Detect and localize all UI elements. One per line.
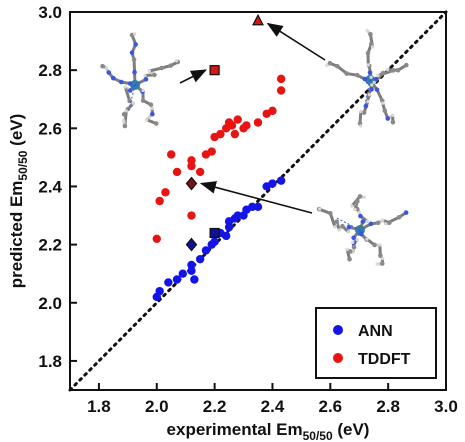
legend-box (315, 307, 437, 379)
point-tddft (172, 167, 182, 177)
point-tddft (155, 196, 164, 206)
legend-marker-tddft (333, 353, 343, 363)
x-axis-ticks: 1.8 2.0 2.2 2.4 2.6 2.8 3.0 (87, 383, 458, 416)
point-ann (221, 231, 231, 241)
point-ann (201, 246, 211, 255)
x-tick-label: 2.8 (376, 397, 400, 416)
diamond-marker (185, 237, 198, 252)
square-marker (209, 227, 220, 239)
y-tick-label: 1.8 (38, 352, 62, 371)
y-tick-label: 3.0 (38, 3, 62, 22)
point-tddft (187, 156, 196, 165)
point-tddft (276, 74, 286, 84)
molecule-insets (100, 28, 409, 266)
y-axis-title-unit: (eV) (7, 114, 26, 151)
inset-arrow (179, 69, 208, 84)
point-tddft (167, 150, 176, 159)
x-axis-title-unit: (eV) (333, 420, 370, 439)
molecule-inset-square (100, 32, 181, 129)
data-points (152, 74, 286, 302)
x-axis-title: experimental Em50/50 (eV) (167, 420, 370, 442)
inset-arrows (179, 22, 326, 214)
y-axis-title: predicted Em50/50 (eV) (7, 114, 30, 289)
point-tddft (227, 121, 237, 130)
legend: ANN TDDFT (315, 307, 437, 379)
point-tddft (161, 188, 170, 197)
x-axis-title-main: experimental Em (167, 420, 303, 439)
diamond-marker (185, 176, 198, 191)
x-tick-label: 2.4 (261, 397, 285, 416)
x-tick-label: 2.6 (318, 397, 342, 416)
point-ann (248, 202, 257, 212)
y-tick-label: 2.6 (38, 119, 62, 138)
molecule-inset-diamond (316, 194, 409, 266)
point-ann (224, 222, 234, 232)
y-tick-label: 2.2 (38, 236, 62, 255)
inset-arrow (199, 181, 313, 214)
y-tick-label: 2.4 (38, 177, 62, 196)
x-axis-title-sub: 50/50 (303, 429, 333, 442)
y-tick-label: 2.8 (38, 61, 62, 80)
point-tddft (268, 106, 277, 116)
point-tddft (195, 167, 205, 177)
x-tick-label: 2.2 (203, 397, 227, 416)
point-tddft (233, 115, 242, 124)
y-axis-title-sub: 50/50 (16, 150, 30, 180)
square-marker (209, 65, 220, 76)
point-tddft (152, 234, 161, 243)
point-tddft (207, 147, 216, 156)
point-tddft (187, 161, 196, 171)
point-ann (187, 266, 196, 275)
molecule-inset-triangle (325, 28, 409, 128)
point-ann (253, 202, 263, 212)
point-tddft (253, 118, 263, 127)
plot-frame (69, 11, 447, 391)
point-tddft (242, 121, 251, 130)
highlighted-markers (185, 13, 264, 252)
y-axis-title-main: predicted Em (7, 181, 26, 289)
point-ann (276, 176, 286, 185)
legend-label-tddft: TDDFT (358, 351, 411, 368)
point-ann (172, 275, 182, 284)
legend-label-ann: ANN (358, 323, 393, 340)
point-tddft (230, 129, 240, 139)
x-tick-label: 1.8 (87, 397, 111, 416)
legend-marker-ann (333, 325, 343, 335)
y-axis-ticks: 1.8 2.0 2.2 2.4 2.6 2.8 3.0 (38, 3, 77, 371)
point-ann (210, 237, 219, 246)
point-tddft (187, 211, 196, 220)
y-tick-label: 2.0 (38, 294, 62, 313)
point-ann (190, 275, 199, 284)
x-tick-label: 2.0 (145, 397, 169, 416)
point-ann (178, 269, 187, 278)
point-ann (164, 278, 173, 287)
point-ann (195, 254, 205, 264)
point-ann (268, 179, 277, 188)
point-ann (233, 211, 242, 220)
triangle-marker (252, 13, 264, 26)
inset-arrow (266, 22, 326, 61)
point-tddft (216, 129, 225, 139)
point-tddft (276, 86, 286, 95)
point-ann (155, 286, 164, 296)
point-ann (187, 260, 196, 270)
x-tick-label: 3.0 (434, 397, 458, 416)
